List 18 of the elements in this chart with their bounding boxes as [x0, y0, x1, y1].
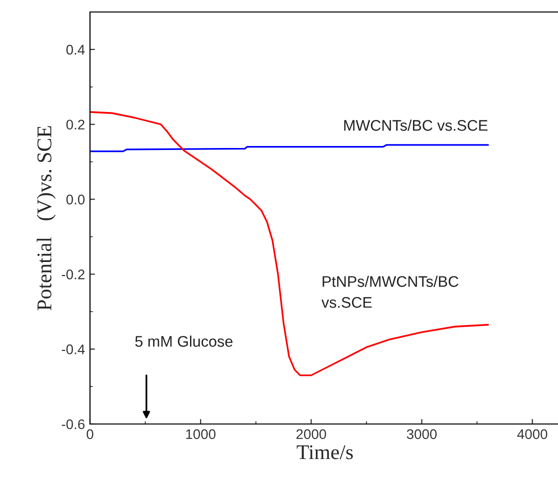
- y-tick-label: -0.2: [62, 270, 84, 280]
- y-tick-label: 0.0: [66, 194, 85, 204]
- y-tick-label: 0.4: [66, 44, 85, 55]
- y-tick-label: -0.4: [62, 344, 85, 354]
- y-axis-title: Potential (V)vs. SCE: [36, 126, 56, 310]
- series-label: PtNPs/MWCNTs/BC vs.SCE: [322, 276, 458, 308]
- y-tick-label: 0.2: [66, 120, 84, 130]
- series-label: MWCNTs/BC vs.SCE: [344, 120, 488, 131]
- x-tick-label: 3000: [406, 429, 437, 440]
- y-tick-label: -0.6: [62, 419, 85, 430]
- line-series: [90, 111, 489, 376]
- x-tick-label: 2000: [296, 429, 326, 440]
- x-tick-label: 0: [86, 429, 94, 440]
- x-tick-label: 4000: [517, 429, 548, 440]
- annotation: 5 mM Glucose: [135, 336, 232, 347]
- x-axis-title: Time/s: [296, 445, 353, 460]
- line-series: [90, 144, 489, 152]
- x-tick-label: 1000: [186, 429, 216, 440]
